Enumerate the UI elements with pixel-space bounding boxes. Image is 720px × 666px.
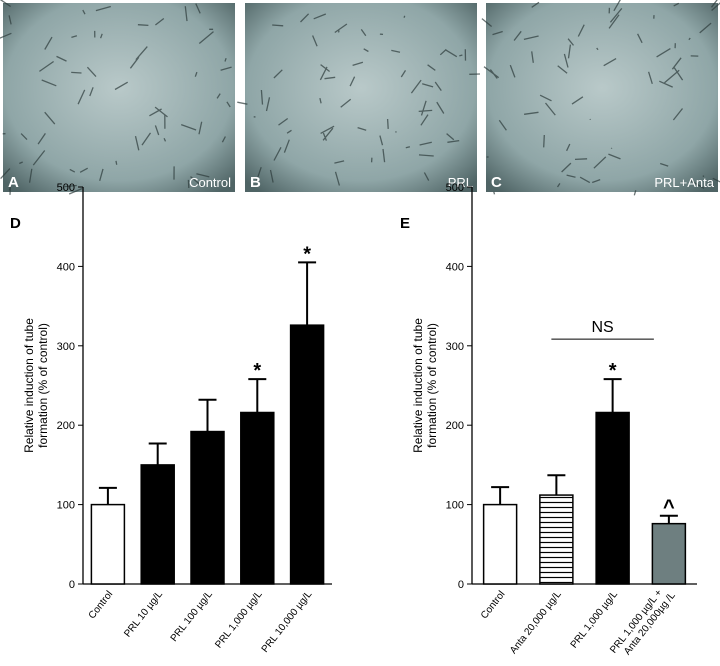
bar — [140, 464, 175, 585]
y-tick-label: 200 — [57, 420, 75, 432]
panel-letter: D — [10, 215, 21, 232]
x-tick-label: Control — [479, 589, 508, 621]
panel-caption: PRL+Anta — [654, 175, 714, 190]
micrograph-panel: B PRL — [237, 3, 481, 192]
x-tick-label: PRL 100 µg/L — [169, 589, 215, 644]
panel-caption: Control — [189, 175, 231, 190]
x-tick-label: PRL 10 µg/L — [122, 589, 165, 640]
panel-letter: B — [250, 174, 261, 191]
y-axis-label-line: Relative induction of tube — [22, 318, 36, 453]
y-axis-label-line: formation (% of control) — [425, 323, 439, 448]
micrograph-panel: A Control — [0, 0, 235, 195]
y-tick-label: 300 — [57, 341, 75, 353]
y-axis-label-line: Relative induction of tube — [411, 318, 425, 453]
y-tick-label: 0 — [458, 579, 464, 591]
micrograph — [3, 3, 235, 192]
y-axis-label-line: formation (% of control) — [36, 323, 50, 448]
x-tick-label: PRL 1,000 µg/L — [569, 589, 621, 651]
panel-letter: A — [8, 174, 19, 191]
micrograph-panel: C PRL+Anta — [481, 0, 720, 196]
significance-marker: * — [303, 243, 311, 265]
significance-marker: * — [253, 360, 261, 382]
x-tick-label: Control — [87, 589, 116, 621]
y-tick-label: 100 — [446, 500, 464, 512]
bar — [289, 324, 325, 585]
bar — [595, 411, 630, 585]
significance-marker: * — [609, 360, 617, 382]
y-axis-label: Relative induction of tubeformation (% o… — [411, 318, 439, 453]
x-tick-label: PRL 10,000 µg/L — [260, 589, 315, 655]
bar — [90, 503, 126, 585]
x-tick-label: PRL 1,000 µg/L — [213, 589, 265, 651]
panel-letter: E — [400, 215, 410, 232]
panel-letter: C — [491, 174, 502, 191]
bracket-label: NS — [592, 319, 614, 336]
bar — [240, 411, 275, 585]
y-tick-label: 400 — [446, 261, 464, 273]
bar — [539, 494, 574, 585]
x-tick-label: Anta 20,000 µg/L — [508, 589, 564, 656]
y-tick-label: 400 — [57, 261, 75, 273]
y-tick-label: 500 — [57, 182, 75, 194]
y-tick-label: 100 — [57, 500, 75, 512]
cell-network — [481, 0, 720, 196]
y-tick-label: 0 — [69, 579, 75, 591]
bar — [482, 503, 518, 585]
cell-network — [237, 13, 481, 186]
bar — [190, 430, 225, 585]
bar — [651, 522, 687, 585]
micrograph — [245, 3, 477, 192]
cell-network — [0, 0, 232, 195]
y-tick-label: 300 — [446, 341, 464, 353]
x-tick-label: PRL 1,000 µg/L +Anta 20,000µg /L — [608, 583, 678, 663]
significance-marker: ^ — [663, 497, 675, 519]
y-axis-label: Relative induction of tubeformation (% o… — [22, 318, 50, 453]
y-tick-label: 500 — [446, 182, 464, 194]
panel-caption: PRL — [448, 175, 473, 190]
y-tick-label: 200 — [446, 420, 464, 432]
